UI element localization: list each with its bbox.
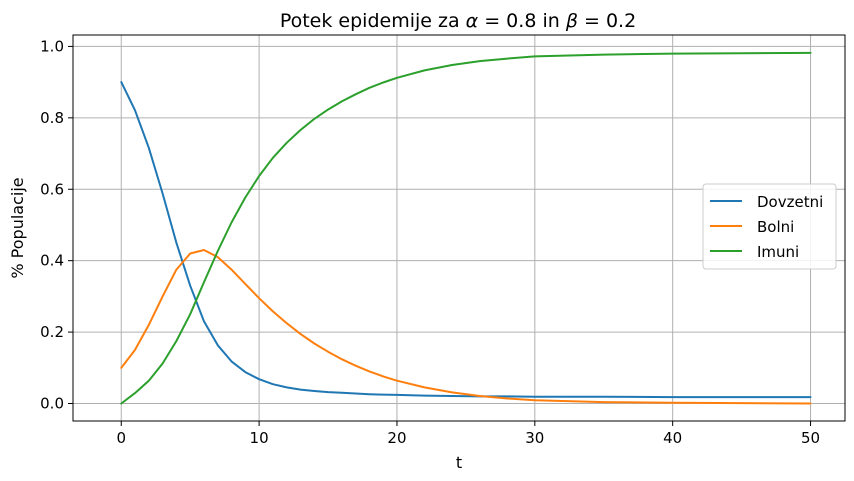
x-tick-label: 50: [801, 429, 820, 447]
legend-label-dovzetni: Dovzetni: [757, 193, 823, 211]
y-tick-label: 0.8: [40, 109, 64, 127]
x-tick-label: 30: [525, 429, 544, 447]
legend-box: [702, 183, 837, 270]
y-tick-label: 0.6: [40, 180, 64, 198]
y-tick-label: 0.2: [40, 323, 64, 341]
legend-label-imuni: Imuni: [757, 243, 799, 261]
series-line-dovzetni: [120, 81, 812, 399]
y-tick-label: 0.0: [40, 395, 64, 413]
series-line-imuni: [120, 51, 812, 405]
x-axis-label: t: [456, 453, 462, 472]
x-tick-label: 40: [663, 429, 682, 447]
y-tick-label: 1.0: [40, 37, 64, 55]
x-tick-label: 0: [116, 429, 126, 447]
legend-label-bolni: Bolni: [757, 218, 794, 236]
plot-area-frame: [72, 34, 846, 422]
series-line-bolni: [120, 249, 812, 405]
series-lines: [120, 51, 812, 405]
axis-ticks: 0 10 20 30 40 50 0.0 0.2 0.4 0.6 0.8 1.0: [40, 37, 820, 447]
x-tick-label: 20: [387, 429, 406, 447]
legend: Dovzetni Bolni Imuni: [702, 183, 837, 270]
y-axis-label: % Populacije: [8, 177, 27, 278]
x-tick-label: 10: [250, 429, 269, 447]
y-tick-label: 0.4: [40, 252, 64, 270]
chart-title: Potek epidemije za α = 0.8 in β = 0.2: [280, 10, 636, 32]
